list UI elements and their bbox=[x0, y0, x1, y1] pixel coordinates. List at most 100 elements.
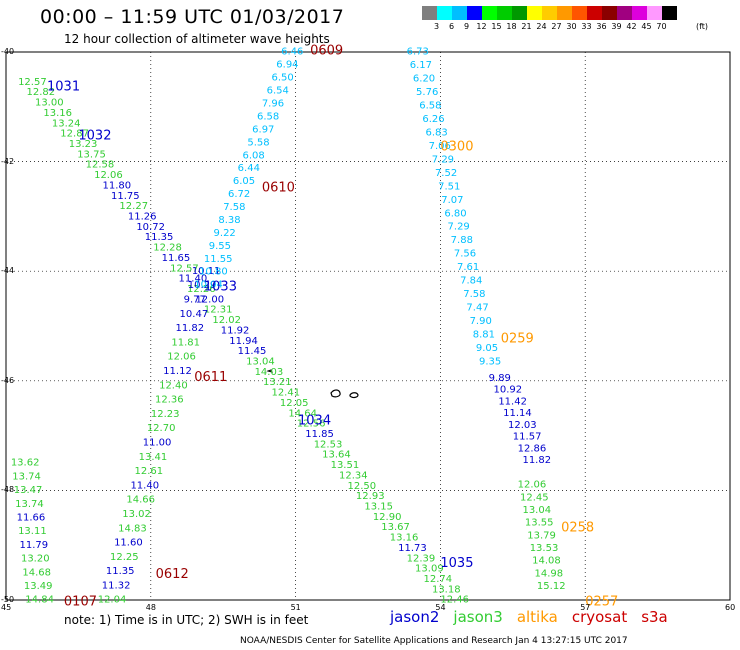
wave-height-value: 7.29 bbox=[432, 154, 454, 165]
wave-height-value: 6.80 bbox=[444, 208, 466, 219]
island-outline bbox=[349, 392, 359, 399]
wave-height-value: 14.98 bbox=[535, 568, 564, 579]
wave-height-value: 11.82 bbox=[522, 455, 551, 466]
wave-height-value: 12.90 bbox=[373, 512, 402, 523]
wave-height-value: 6.26 bbox=[422, 114, 444, 125]
wave-height-value: 11.92 bbox=[221, 325, 250, 336]
lat-tick-label: -42 bbox=[1, 156, 15, 166]
color-scale-label: 45 bbox=[641, 22, 652, 31]
wave-height-value: 12.50 bbox=[347, 481, 376, 492]
lon-tick-label: 54 bbox=[435, 603, 446, 612]
color-scale-label: 18 bbox=[506, 22, 517, 31]
wave-height-value: 11.40 bbox=[130, 480, 159, 491]
wave-height-value: 7.90 bbox=[470, 316, 492, 327]
wave-height-value: 13.09 bbox=[415, 564, 444, 575]
wave-height-value: 13.24 bbox=[52, 118, 81, 129]
wave-height-value: 13.62 bbox=[11, 458, 40, 469]
wave-height-value: 13.55 bbox=[525, 518, 554, 529]
wave-height-value: 12.03 bbox=[508, 420, 537, 431]
track-b-cryosat: 10.11 10.29 9.77 10.47 11.82 11.81 12.06 11.12 1… bbox=[98, 266, 221, 606]
wave-height-value: 11.42 bbox=[498, 396, 527, 407]
wave-height-value: 6.08 bbox=[243, 150, 265, 161]
lat-tick-label: -44 bbox=[1, 266, 15, 276]
pass-time-label: 0258 bbox=[561, 521, 594, 536]
wave-height-value: 13.02 bbox=[122, 509, 151, 520]
lon-tick-label: 60 bbox=[725, 603, 736, 612]
lon-tick-label: 51 bbox=[290, 603, 301, 612]
lon-tick-label: 45 bbox=[1, 603, 12, 612]
color-scale-label: 9 bbox=[463, 22, 470, 31]
wave-height-value: 10.72 bbox=[136, 222, 165, 233]
wave-height-value: 12.53 bbox=[314, 439, 343, 450]
pass-time-label: 0107 bbox=[64, 594, 97, 609]
wave-height-value: 7.56 bbox=[454, 249, 476, 260]
color-swatch bbox=[542, 6, 557, 20]
wave-height-value: 6.54 bbox=[267, 86, 289, 97]
wave-height-value: 12.57 bbox=[170, 263, 199, 274]
pass-time-label: 0612 bbox=[156, 567, 189, 582]
wave-height-value: 5.76 bbox=[416, 87, 438, 98]
wave-height-value: 7.61 bbox=[457, 262, 479, 273]
pass-time-label: 1031 bbox=[47, 79, 80, 94]
wave-height-value: 12.02 bbox=[212, 315, 241, 326]
wave-height-value: 9.05 bbox=[476, 343, 498, 354]
wave-height-value: 12.39 bbox=[407, 553, 436, 564]
color-scale-label: 27 bbox=[551, 22, 562, 31]
wave-height-value: 13.51 bbox=[331, 460, 360, 471]
wave-height-value: 12.61 bbox=[135, 466, 164, 477]
wave-height-value: 6.05 bbox=[233, 176, 255, 187]
lon-tick-label: 57 bbox=[580, 603, 591, 612]
wave-height-value: 13.64 bbox=[322, 450, 351, 461]
color-swatch bbox=[572, 6, 587, 20]
color-scale-label: 3 bbox=[433, 22, 440, 31]
wave-height-value: 11.94 bbox=[229, 336, 258, 347]
wave-height-value: 11.35 bbox=[145, 232, 174, 243]
wave-height-value: 11.80 bbox=[103, 180, 132, 191]
wave-height-value: 12.06 bbox=[518, 480, 547, 491]
wave-height-value: 6.20 bbox=[413, 74, 435, 85]
wave-height-value: 11.14 bbox=[503, 408, 532, 419]
wave-height-value: 11.35 bbox=[106, 566, 135, 577]
track-g-west: 13.62 13.74 13.47 13.74 11.66 13.11 11.79 13.20… bbox=[11, 458, 54, 606]
wave-height-value: 6.58 bbox=[419, 101, 441, 112]
page-subtitle: 12 hour collection of altimeter wave hei… bbox=[64, 32, 330, 46]
wave-height-value: 7.51 bbox=[438, 181, 460, 192]
satellite-legend-cryosat: cryosat bbox=[571, 608, 628, 626]
wave-height-value: 11.12 bbox=[163, 366, 192, 377]
wave-height-value: 11.79 bbox=[20, 540, 49, 551]
wave-height-value: 10.04 bbox=[194, 280, 223, 291]
satellite-legend-altika: altika bbox=[516, 608, 558, 626]
wave-height-value: 12.45 bbox=[520, 492, 549, 503]
credit-line: NOAA/NESDIS Center for Satellite Applica… bbox=[240, 636, 628, 646]
wave-height-value: 12.70 bbox=[147, 423, 176, 434]
color-scale-label: 70 bbox=[656, 22, 667, 31]
island-outline bbox=[266, 369, 273, 373]
wave-height-value: 11.45 bbox=[238, 346, 267, 357]
wave-height-value: 9.35 bbox=[479, 356, 501, 367]
wave-height-value: 6.50 bbox=[271, 73, 293, 84]
satellite-legend-s3a: s3a bbox=[641, 608, 668, 626]
footer-note: note: 1) Time is in UTC; 2) SWH is in fe… bbox=[64, 613, 309, 627]
wave-height-value: 13.04 bbox=[246, 357, 275, 368]
wave-height-value: 11.55 bbox=[204, 254, 233, 265]
wave-height-value: 13.16 bbox=[43, 108, 72, 119]
wave-height-value: 12.05 bbox=[280, 398, 309, 409]
wave-height-value: 11.26 bbox=[128, 212, 157, 223]
wave-height-value: 7.96 bbox=[262, 98, 284, 109]
wave-height-value: 11.73 bbox=[398, 543, 427, 554]
wave-height-value: 12.06 bbox=[167, 352, 196, 363]
pass-time-label: 1034 bbox=[298, 414, 331, 429]
satellite-legend-jason3: jason3 bbox=[453, 608, 503, 626]
color-scale-label: 21 bbox=[521, 22, 532, 31]
wave-height-value: 7.06 bbox=[429, 141, 451, 152]
color-swatch bbox=[602, 6, 617, 20]
lat-tick-label: -40 bbox=[1, 47, 15, 56]
wave-height-value: 12.31 bbox=[204, 305, 233, 316]
wave-height-value: 9.22 bbox=[214, 228, 236, 239]
lon-tick-label: 48 bbox=[145, 603, 156, 612]
wave-height-value: 13.47 bbox=[14, 485, 43, 496]
pass-time-label: 0259 bbox=[501, 331, 534, 346]
wave-height-value: 11.81 bbox=[171, 337, 200, 348]
